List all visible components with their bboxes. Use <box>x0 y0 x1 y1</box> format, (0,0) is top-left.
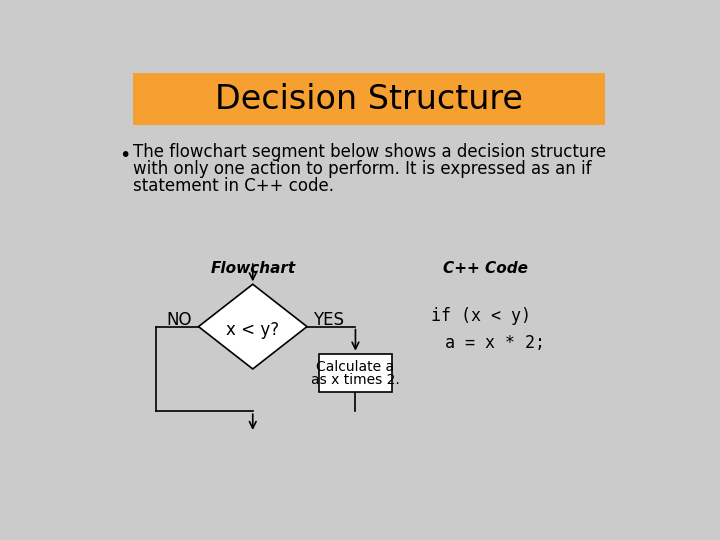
Text: Decision Structure: Decision Structure <box>215 83 523 116</box>
Text: YES: YES <box>313 312 344 329</box>
Text: Flowchart: Flowchart <box>210 261 295 276</box>
Text: a = x * 2;: a = x * 2; <box>445 334 545 352</box>
Text: statement in C++ code.: statement in C++ code. <box>132 177 333 195</box>
Polygon shape <box>199 284 307 369</box>
FancyBboxPatch shape <box>319 354 392 392</box>
Text: with only one action to perform. It is expressed as an if: with only one action to perform. It is e… <box>132 160 591 178</box>
Text: C++ Code: C++ Code <box>443 261 528 276</box>
Text: Calculate a: Calculate a <box>316 360 395 374</box>
Text: NO: NO <box>167 312 192 329</box>
Text: •: • <box>120 146 131 165</box>
Text: x < y?: x < y? <box>226 321 279 340</box>
Text: The flowchart segment below shows a decision structure: The flowchart segment below shows a deci… <box>132 143 606 161</box>
Text: if (x < y): if (x < y) <box>431 307 531 325</box>
Text: as x times 2.: as x times 2. <box>311 374 400 388</box>
FancyBboxPatch shape <box>132 72 606 125</box>
